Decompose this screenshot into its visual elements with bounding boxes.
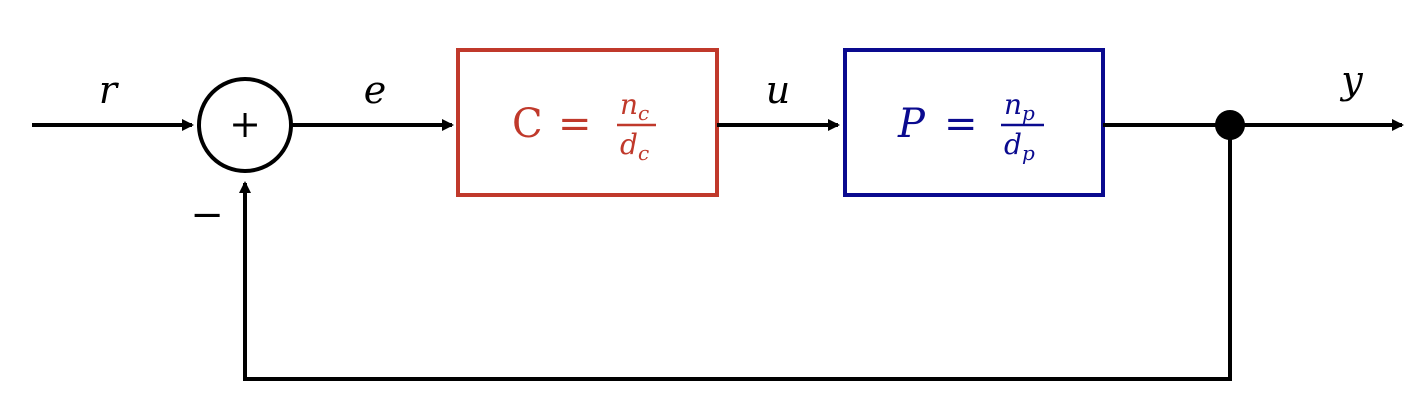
controller-lhs: C	[512, 101, 543, 147]
signal-y-label: y	[1339, 58, 1363, 102]
controller-transfer-function: C = n c d c	[512, 88, 656, 165]
controller-equals: =	[558, 101, 592, 147]
plant-transfer-function: P = n p d p	[897, 88, 1044, 165]
summing-plus-sign: +	[229, 102, 261, 146]
plant-denominator: d	[1004, 128, 1022, 161]
controller-denominator: d	[620, 128, 638, 161]
plant-numerator-subscript: p	[1022, 101, 1035, 125]
signal-r-label: r	[99, 68, 120, 112]
feedback-minus-sign: −	[190, 192, 224, 238]
plant-denominator-subscript: p	[1022, 141, 1035, 165]
signal-e-label: e	[364, 68, 387, 112]
feedback-path	[239, 125, 1232, 381]
controller-numerator-subscript: c	[638, 101, 649, 125]
controller-block	[456, 48, 719, 197]
plant-block	[843, 48, 1105, 197]
plant-lhs: P	[897, 101, 926, 147]
controller-denominator-subscript: c	[638, 141, 649, 165]
signal-u-label: u	[766, 68, 790, 112]
plant-equals: =	[944, 101, 978, 147]
plant-numerator: n	[1004, 88, 1022, 121]
controller-numerator: n	[620, 88, 638, 121]
